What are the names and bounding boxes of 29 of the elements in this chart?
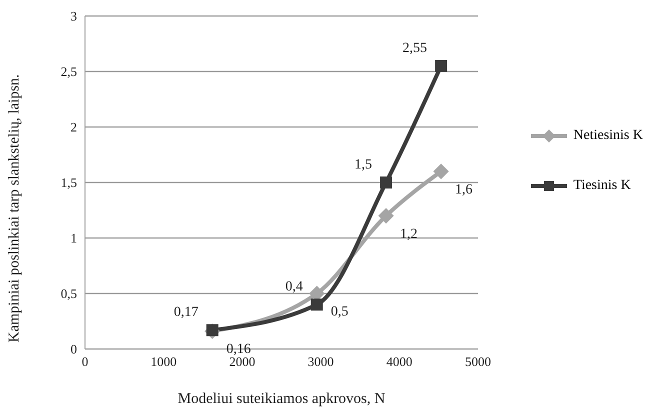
legend-label: Tiesinis K <box>573 178 631 194</box>
point <box>380 176 392 188</box>
data-label: 1,2 <box>400 226 418 242</box>
point <box>435 60 448 72</box>
y-tick-label: 2 <box>70 120 77 135</box>
data-label: 1,5 <box>354 158 372 172</box>
y-axis-title: Kampiniai poslinkiai tarp slankstelių, laipsn. <box>6 74 22 342</box>
point <box>433 164 449 180</box>
y-tick-label: 3 <box>70 8 77 24</box>
data-label: 0,17 <box>174 305 198 320</box>
data-label: 0,5 <box>330 304 348 320</box>
y-tick-label: 1,5 <box>60 175 77 190</box>
data-label: 0,4 <box>285 280 303 295</box>
x-tick-label: 5000 <box>465 354 491 370</box>
data-label: 2,55 <box>402 40 428 56</box>
x-axis-title: Modeliui suteikiamos apkrovos, N <box>178 391 386 407</box>
x-tick-label: 1000 <box>150 354 177 370</box>
y-tick-label: 2,5 <box>60 64 77 80</box>
point <box>378 208 394 224</box>
legend-label: Netiesinis K <box>573 128 643 144</box>
x-tick-label: 4000 <box>386 354 412 370</box>
y-tick-label: 0 <box>70 342 77 357</box>
y-tick-label: 0,5 <box>60 286 77 302</box>
x-tick-label: 0 <box>82 354 88 370</box>
x-tick-label: 3000 <box>308 354 334 370</box>
y-tick-label: 1 <box>70 230 77 246</box>
point <box>206 324 218 336</box>
point <box>310 298 323 311</box>
data-label: 1,6 <box>455 182 473 198</box>
